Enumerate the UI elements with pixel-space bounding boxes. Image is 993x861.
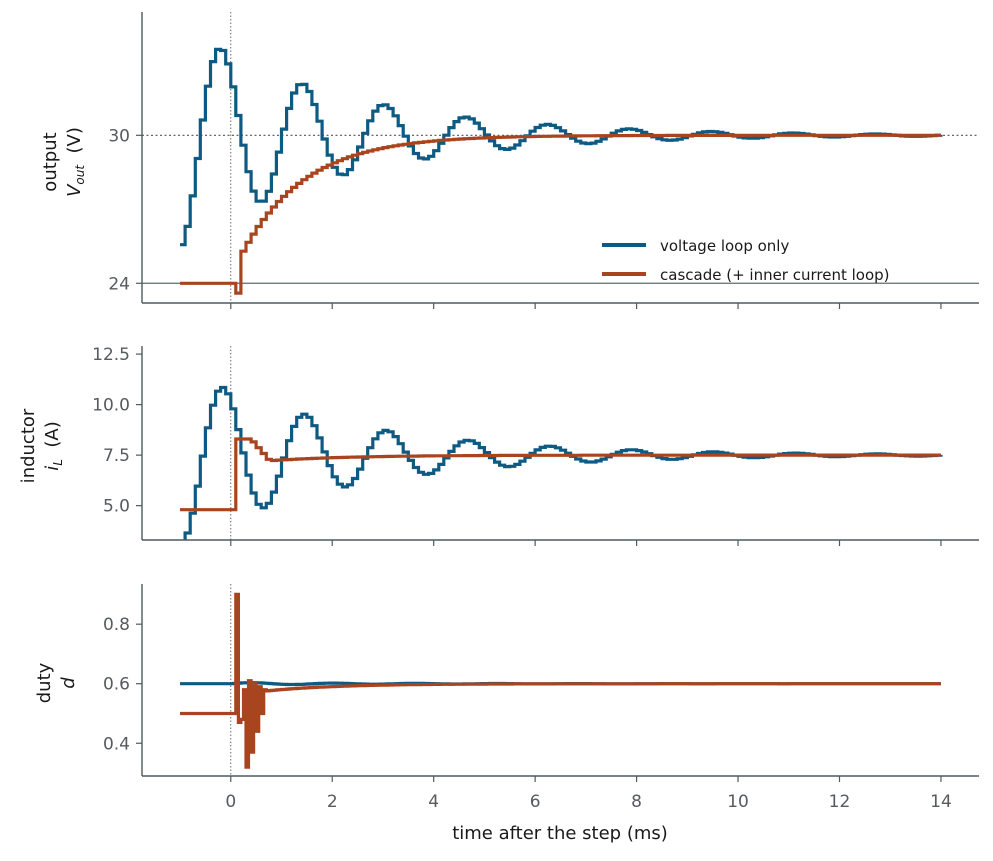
vout-ylabel-spacer: [64, 153, 85, 164]
panel-il: 5.0 7.5 10.0 12.5 inductor iL (A): [18, 345, 979, 546]
duty-series-cascade: [180, 592, 941, 769]
vout-series-cascade: [180, 133, 941, 295]
il-ytick-label-2: 10.0: [92, 396, 130, 416]
xtick-label-1: 2: [327, 792, 338, 812]
panel-duty: 0.4 0.6 0.8 0 2 4 6 8 10 12 14 duty d: [34, 584, 979, 812]
il-axes: 5.0 7.5 10.0 12.5: [92, 345, 979, 546]
xtick-label-5: 10: [727, 792, 749, 812]
vout-ylabel-line2: Vout (V): [64, 127, 87, 197]
vout-reference-lines: [142, 12, 979, 303]
vout-ytick-label-0: 24: [108, 274, 130, 294]
vout-ylabel-unit: (V): [64, 127, 85, 153]
xtick-label-2: 4: [428, 792, 439, 812]
il-ylabel-unit: (A): [42, 421, 63, 447]
vout-ylabel-subscript: out: [73, 164, 87, 185]
il-ytick-label-1: 7.5: [103, 446, 130, 466]
duty-axes: 0.4 0.6 0.8 0 2 4 6 8 10 12 14: [103, 584, 979, 812]
il-ytick-label-3: 12.5: [92, 345, 130, 365]
il-series-cascade: [180, 437, 941, 512]
xtick-label-7: 14: [930, 792, 952, 812]
vout-ylabel-symbol: V: [64, 183, 85, 197]
legend-label-cascade: cascade (+ inner current loop): [660, 266, 890, 284]
il-ylabel-line1: inductor: [18, 408, 39, 483]
il-ylabel-symbol: i: [42, 466, 63, 471]
vout-ylabel-line1: output: [40, 132, 61, 191]
legend-label-voltage-loop-only: voltage loop only: [660, 237, 789, 255]
il-ylabel-subscript: L: [51, 459, 65, 466]
duty-ytick-label-1: 0.6: [103, 675, 130, 695]
duty-series-group: [180, 592, 941, 769]
panel-vout: 24 30 output Vout (V) voltage loop only c…: [40, 12, 979, 309]
duty-ylabel-line2: d: [58, 677, 79, 689]
vout-series-group: [180, 47, 943, 295]
il-ylabel-spacer: [42, 448, 63, 459]
legend: voltage loop only cascade (+ inner curre…: [602, 237, 890, 284]
il-series-group: [180, 385, 943, 540]
x-axis-label: time after the step (ms): [452, 823, 668, 844]
duty-ylabel-line1: duty: [34, 662, 55, 703]
il-ytick-label-0: 5.0: [103, 497, 130, 517]
duty-ytick-label-2: 0.8: [103, 615, 130, 635]
xtick-label-0: 0: [225, 792, 236, 812]
il-series-voltage-loop-only: [183, 385, 943, 540]
vout-axes: 24 30: [108, 12, 979, 309]
il-ylabel-line2: iL (A): [42, 421, 65, 471]
xtick-label-3: 6: [530, 792, 541, 812]
vout-ytick-label-1: 30: [108, 126, 130, 146]
vout-series-voltage-loop-only: [180, 47, 943, 247]
xtick-label-6: 12: [829, 792, 851, 812]
duty-ytick-label-0: 0.4: [103, 734, 130, 754]
xtick-label-4: 8: [631, 792, 642, 812]
